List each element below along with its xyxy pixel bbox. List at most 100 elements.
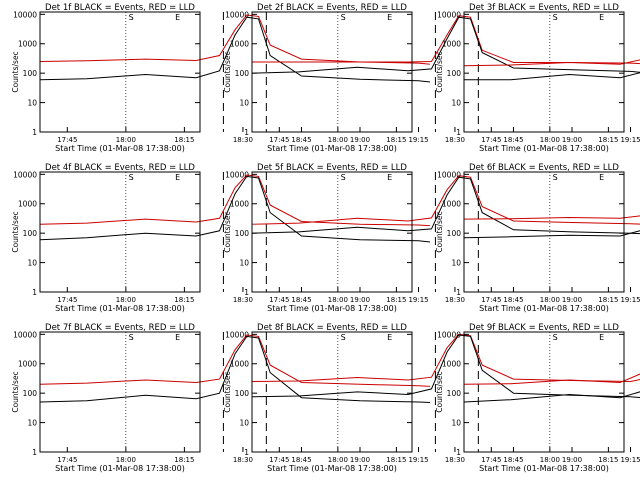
start-marker: S: [341, 13, 346, 22]
x-tick-label: 18:45: [503, 296, 523, 304]
y-tick-label: 100: [235, 229, 250, 238]
events-series-line: [252, 17, 640, 73]
events-series-line: [464, 332, 640, 402]
x-tick-label: 19:00: [350, 456, 370, 464]
detector-panel: 1 10 100 1000 10000 17:45 18:00 18:15 18:30 18:45…: [223, 3, 640, 153]
x-axis-label: Start Time (01-Mar-08 17:38:00): [267, 464, 397, 473]
y-axis-label: Counts/sec: [11, 51, 20, 92]
x-tick-label: 18:45: [291, 136, 311, 144]
panel-title: Det 9f BLACK = Events, RED = LLD: [469, 323, 619, 333]
panel-title: Det 8f BLACK = Events, RED = LLD: [257, 323, 407, 333]
end-marker: E: [175, 173, 180, 182]
y-tick-label: 1: [456, 128, 461, 137]
y-tick-label: 10000: [437, 170, 461, 179]
x-axis-label: Start Time (01-Mar-08 17:38:00): [55, 144, 185, 153]
x-axis-label: Start Time (01-Mar-08 17:38:00): [55, 464, 185, 473]
y-tick-label: 1: [456, 448, 461, 457]
x-tick-label: 19:00: [562, 136, 582, 144]
end-marker: E: [175, 333, 180, 342]
y-axis-label: Counts/sec: [11, 211, 20, 252]
y-tick-label: 10000: [13, 10, 37, 19]
x-tick-label: 18:30: [445, 296, 465, 304]
y-tick-label: 10000: [13, 330, 37, 339]
y-axis-label: Counts/sec: [435, 371, 444, 412]
plot-frame: [463, 171, 625, 293]
y-tick-label: 1000: [442, 40, 461, 49]
y-tick-label: 10000: [437, 330, 461, 339]
panel-title: Det 4f BLACK = Events, RED = LLD: [45, 163, 195, 173]
detector-panel: 1 10 100 1000 10000 17:45 18:00 18:15 18:30 18:45…: [11, 323, 430, 473]
x-tick-label: 18:15: [598, 136, 618, 144]
panel-title: Det 1f BLACK = Events, RED = LLD: [45, 3, 195, 13]
plot-frame: [39, 331, 201, 453]
y-tick-label: 10: [239, 259, 249, 268]
panel-title: Det 3f BLACK = Events, RED = LLD: [469, 3, 619, 13]
y-tick-label: 100: [235, 69, 250, 78]
y-tick-label: 10000: [225, 170, 249, 179]
events-series-line: [464, 15, 640, 81]
plot-frame: [251, 11, 413, 133]
x-tick-label: 18:00: [540, 456, 560, 464]
y-tick-label: 10000: [225, 330, 249, 339]
plot-frame: [39, 11, 201, 133]
y-axis-label: Counts/sec: [11, 371, 20, 412]
x-tick-label: 19:00: [350, 296, 370, 304]
x-tick-label: 18:45: [291, 296, 311, 304]
x-tick-label: 17:45: [57, 296, 77, 304]
y-tick-label: 1000: [18, 200, 37, 209]
x-tick-label: 18:15: [174, 296, 194, 304]
end-marker: E: [387, 173, 392, 182]
x-tick-label: 18:00: [116, 296, 136, 304]
x-axis-label: Start Time (01-Mar-08 17:38:00): [267, 144, 397, 153]
y-axis-label: Counts/sec: [435, 51, 444, 92]
start-marker: S: [553, 333, 558, 342]
y-tick-label: 100: [447, 229, 462, 238]
x-tick-label: 18:15: [174, 456, 194, 464]
detector-panel: 1 10 100 1000 10000 17:45 18:00 18:15 18:30 18:45…: [435, 3, 640, 153]
x-tick-label: 17:45: [57, 456, 77, 464]
x-tick-label: 18:00: [328, 296, 348, 304]
plot-frame: [39, 171, 201, 293]
end-marker: E: [599, 13, 604, 22]
x-tick-label: 18:00: [328, 456, 348, 464]
panel-title: Det 2f BLACK = Events, RED = LLD: [257, 3, 407, 13]
detector-panel: 1 10 100 1000 10000 17:45 18:00 18:15 18:30 18:45…: [435, 163, 640, 313]
end-marker: E: [599, 333, 604, 342]
y-tick-label: 10: [27, 419, 37, 428]
x-tick-label: 18:15: [174, 136, 194, 144]
x-tick-label: 18:30: [445, 456, 465, 464]
y-tick-label: 1000: [442, 360, 461, 369]
x-tick-label: 18:30: [233, 456, 253, 464]
y-tick-label: 1: [456, 288, 461, 297]
y-axis-label: Counts/sec: [223, 211, 232, 252]
lld-series-line: [252, 176, 640, 225]
panel-title: Det 6f BLACK = Events, RED = LLD: [469, 163, 619, 173]
y-tick-label: 10: [239, 99, 249, 108]
events-series-line: [464, 176, 640, 238]
events-series-line: [40, 336, 430, 402]
x-tick-label: 18:45: [291, 456, 311, 464]
panel-title: Det 7f BLACK = Events, RED = LLD: [45, 323, 195, 333]
end-marker: E: [387, 13, 392, 22]
panel-title: Det 5f BLACK = Events, RED = LLD: [257, 163, 407, 173]
x-tick-label: 18:45: [503, 456, 523, 464]
plot-frame: [463, 11, 625, 133]
x-axis-label: Start Time (01-Mar-08 17:38:00): [55, 304, 185, 313]
x-tick-label: 19:00: [562, 296, 582, 304]
x-tick-label: 18:15: [386, 456, 406, 464]
y-tick-label: 10: [27, 259, 37, 268]
x-tick-label: 18:30: [445, 136, 465, 144]
y-tick-label: 100: [23, 229, 38, 238]
x-tick-label: 17:45: [481, 456, 501, 464]
y-tick-label: 1000: [230, 40, 249, 49]
x-tick-label: 18:00: [540, 136, 560, 144]
y-tick-label: 10: [239, 419, 249, 428]
y-tick-label: 100: [23, 69, 38, 78]
y-tick-label: 1: [32, 128, 37, 137]
y-tick-label: 10000: [225, 10, 249, 19]
detector-panel: 1 10 100 1000 10000 17:45 18:00 18:15 18:30 18:45…: [223, 163, 640, 313]
x-tick-label: 18:00: [540, 296, 560, 304]
x-tick-label: 18:45: [503, 136, 523, 144]
